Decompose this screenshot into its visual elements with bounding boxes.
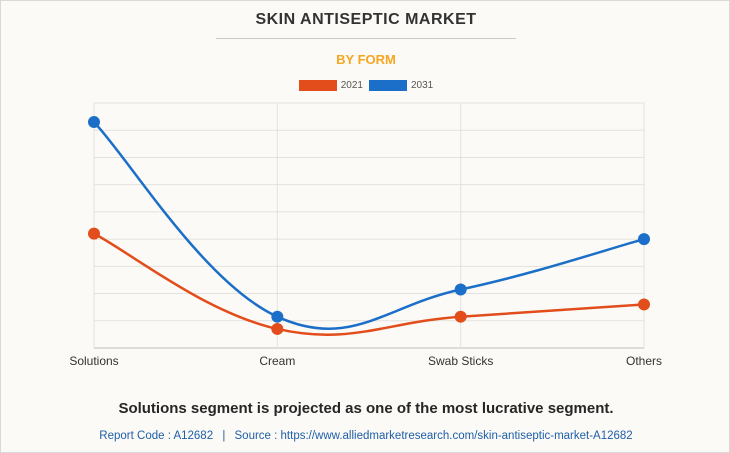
legend-label-2021: 2021 bbox=[340, 80, 363, 91]
title-divider bbox=[216, 38, 516, 39]
chart-subtitle: BY FORM bbox=[336, 52, 396, 67]
series-lines bbox=[93, 121, 645, 336]
legend-item-2031[interactable]: 2031 bbox=[369, 80, 433, 91]
point-2031-solutions[interactable] bbox=[88, 116, 100, 129]
data-points bbox=[88, 116, 650, 335]
point-2021-solutions[interactable] bbox=[88, 227, 100, 240]
x-tick-label: Swab Sticks bbox=[428, 354, 493, 368]
line-chart: Solutions Cream Swab Sticks Others bbox=[69, 102, 662, 368]
report-code: Report Code : A12682 bbox=[99, 430, 214, 442]
series-line-2031 bbox=[93, 121, 645, 331]
point-2021-others[interactable] bbox=[638, 298, 650, 311]
legend-item-2021[interactable]: 2021 bbox=[298, 80, 363, 91]
point-2031-others[interactable] bbox=[638, 233, 650, 246]
point-2021-cream[interactable] bbox=[271, 322, 284, 335]
source-footer: Report Code : A12682 | Source : https://… bbox=[1, 430, 730, 442]
source-link[interactable]: Source : https://www.alliedmarketresearc… bbox=[234, 430, 633, 442]
x-tick-label: Others bbox=[626, 354, 662, 368]
point-2031-swab-sticks[interactable] bbox=[454, 283, 467, 296]
point-2021-swab-sticks[interactable] bbox=[454, 310, 467, 323]
chart-headline: Solutions segment is projected as one of… bbox=[118, 400, 614, 417]
chart-title: SKIN ANTISEPTIC MARKET bbox=[255, 11, 477, 28]
series-line-2021 bbox=[93, 232, 645, 336]
x-tick-label: Cream bbox=[259, 354, 295, 368]
x-axis-labels: Solutions Cream Swab Sticks Others bbox=[69, 354, 662, 368]
point-2031-cream[interactable] bbox=[271, 310, 284, 323]
legend-swatch-2031 bbox=[369, 80, 407, 91]
x-tick-label: Solutions bbox=[69, 354, 118, 368]
legend-label-2031: 2031 bbox=[411, 80, 434, 91]
footer-separator: | bbox=[222, 430, 226, 442]
legend-swatch-2021 bbox=[298, 80, 337, 91]
legend: 2021 2031 bbox=[1, 80, 730, 91]
